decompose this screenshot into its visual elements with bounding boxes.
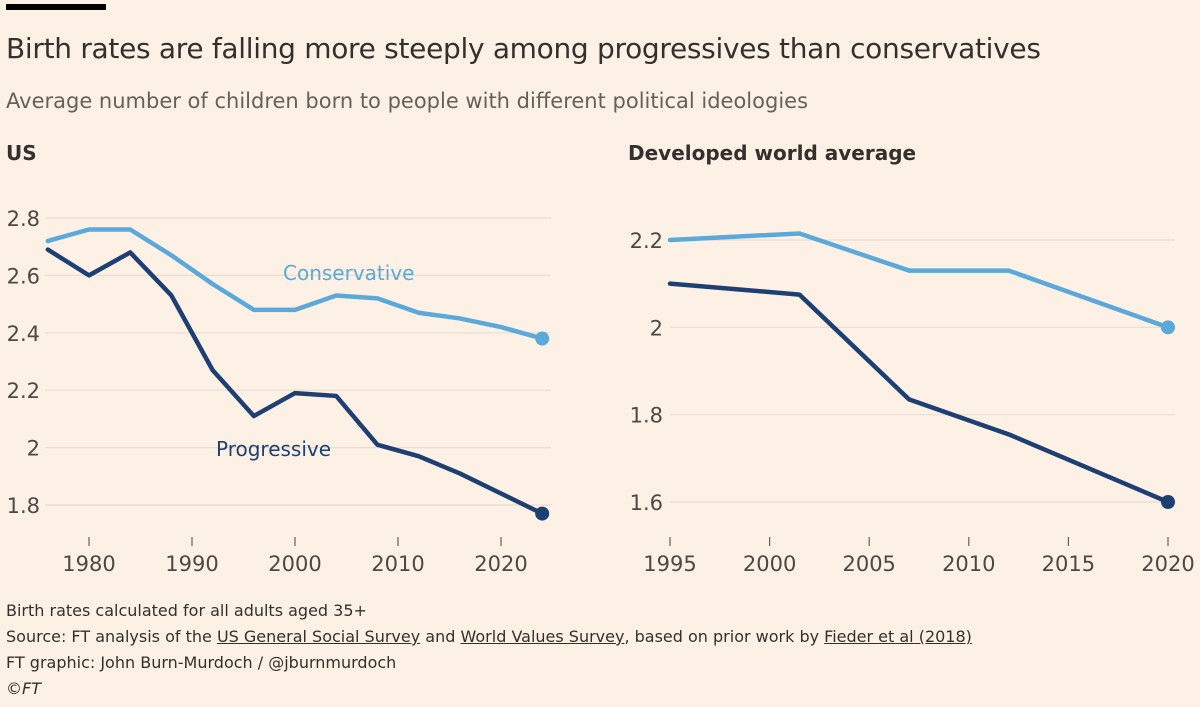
y-tick-label: 1.6	[630, 491, 663, 515]
data-point-conservative	[1161, 320, 1175, 335]
y-tick-label: 2.2	[7, 379, 40, 403]
series-line-conservative	[45, 227, 545, 341]
source-link-gss[interactable]: US General Social Survey	[216, 627, 421, 646]
source-line: Source: FT analysis of the US General So…	[6, 627, 972, 646]
x-tick-label: 2020	[474, 552, 527, 576]
x-tick-label: 1990	[165, 552, 218, 576]
x-tick-label: 1995	[643, 552, 696, 576]
x-tick-label: 2010	[942, 552, 995, 576]
panel-title-developed: Developed world average	[628, 141, 917, 165]
y-tick-label: 2	[650, 316, 663, 340]
series-label-conservative: Conservative	[283, 261, 414, 285]
y-tick-label: 1.8	[630, 404, 663, 428]
chart-panel-1: 1.6 1.8 2 2.2 1995 2000 2005 2010 2015 2020	[630, 229, 1195, 576]
source-prefix: Source: FT analysis of the	[6, 627, 217, 646]
series-line-progressive	[45, 247, 545, 516]
series-line-conservative	[667, 231, 1171, 330]
y-tick-label: 2.6	[7, 264, 40, 288]
ft-brand-bar	[6, 4, 106, 10]
y-tick-label: 1.8	[7, 494, 40, 518]
data-point-progressive	[535, 506, 550, 521]
series-label-progressive: Progressive	[216, 437, 331, 461]
chart-subtitle: Average number of children born to peopl…	[6, 89, 809, 113]
chart-title: Birth rates are falling more steeply amo…	[6, 32, 1041, 65]
copyright: ©FT	[6, 679, 41, 698]
series-line-progressive	[667, 281, 1171, 505]
source-link-wvs[interactable]: World Values Survey	[460, 627, 625, 646]
data-point-progressive	[1161, 495, 1175, 509]
y-tick-label: 2.4	[7, 322, 40, 346]
x-tick-label: 2015	[1042, 552, 1095, 576]
y-tick-label: 2.2	[630, 229, 663, 253]
x-tick-label: 2000	[268, 552, 321, 576]
x-tick-label: 2000	[743, 552, 796, 576]
chart-panel-0: 1.8 2 2.2 2.4 2.6 2.8 1980 1990 2000 2010 2020 Cons…	[7, 207, 551, 576]
source-mid: , based on prior work by	[624, 627, 825, 646]
source-and: and	[420, 627, 461, 646]
data-point-conservative	[535, 331, 550, 346]
source-link-fieder[interactable]: Fieder et al (2018)	[824, 627, 972, 646]
y-tick-label: 2.8	[7, 207, 40, 231]
footnote: Birth rates calculated for all adults ag…	[6, 601, 367, 620]
panel-title-us: US	[6, 141, 37, 165]
y-tick-label: 2	[27, 437, 40, 461]
x-tick-label: 2010	[371, 552, 424, 576]
x-tick-label: 1980	[62, 552, 115, 576]
x-tick-label: 2020	[1141, 552, 1194, 576]
x-tick-label: 2005	[842, 552, 895, 576]
credit: FT graphic: John Burn-Murdoch / @jburnmu…	[6, 653, 397, 672]
